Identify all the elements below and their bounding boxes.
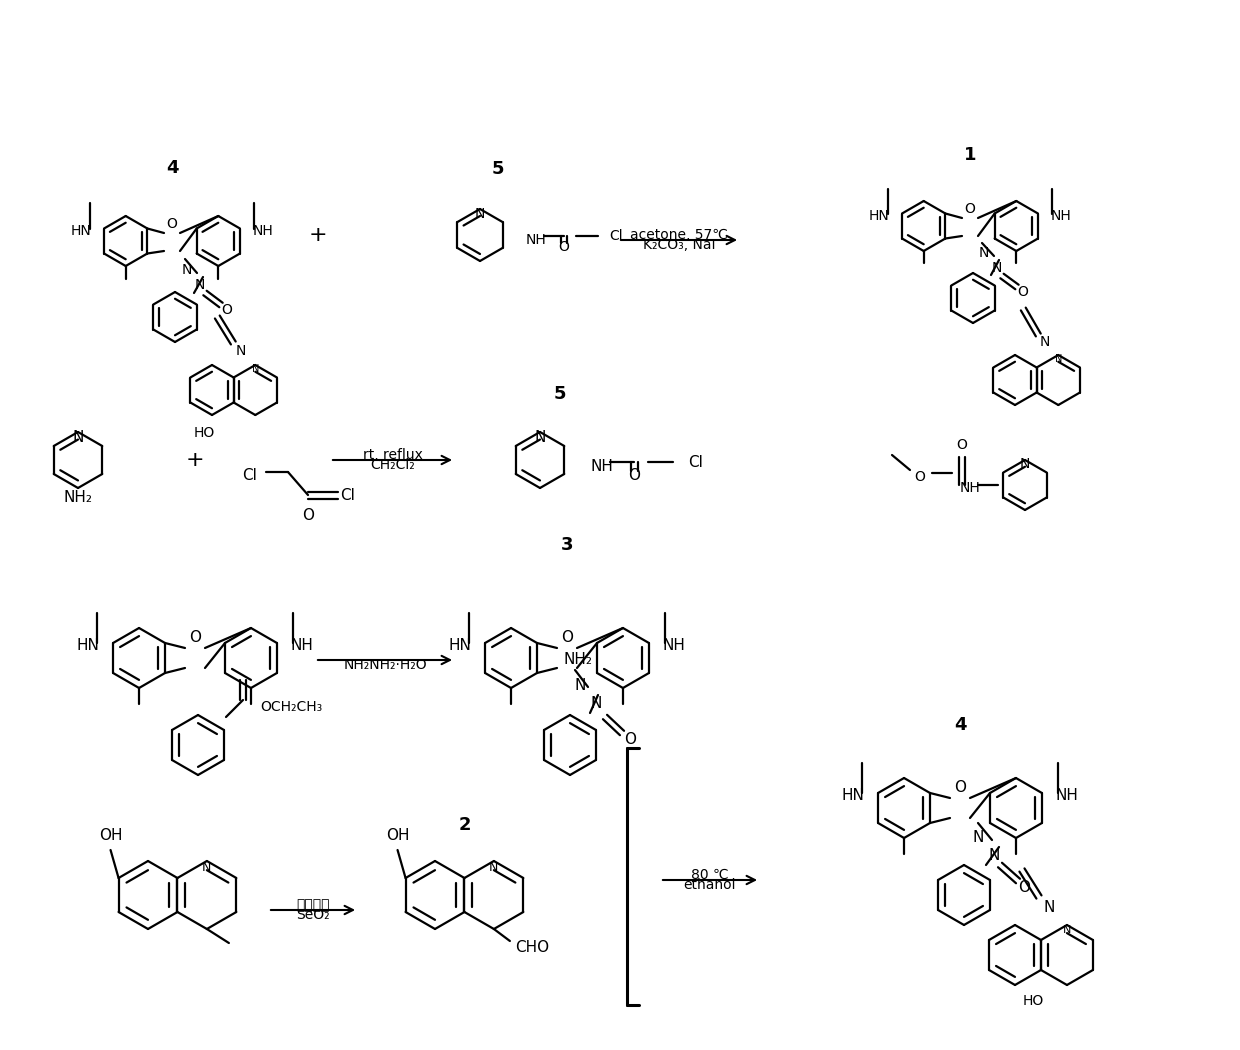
Text: rt, reflux: rt, reflux <box>362 448 423 462</box>
Text: +: + <box>309 225 327 245</box>
Text: 3: 3 <box>560 536 573 554</box>
Text: 5: 5 <box>554 385 567 403</box>
Text: NH₂: NH₂ <box>63 490 93 505</box>
Text: acetone, 57℃: acetone, 57℃ <box>630 228 728 242</box>
Text: 1: 1 <box>963 146 976 164</box>
Text: HN: HN <box>841 789 864 803</box>
Text: N: N <box>1054 355 1061 364</box>
Text: NH₂NH₂·H₂O: NH₂NH₂·H₂O <box>343 658 427 672</box>
Text: OCH₂CH₃: OCH₂CH₃ <box>260 700 322 714</box>
Text: O: O <box>560 630 573 646</box>
Text: 80 ℃: 80 ℃ <box>691 868 729 882</box>
Text: NH: NH <box>960 481 980 495</box>
Text: O: O <box>1018 880 1030 895</box>
Text: N: N <box>1063 925 1071 936</box>
Text: N: N <box>1043 900 1055 915</box>
Text: O: O <box>558 240 569 254</box>
Text: 4: 4 <box>954 716 966 734</box>
Text: Cl: Cl <box>688 455 703 469</box>
Text: O: O <box>627 468 640 483</box>
Text: OH: OH <box>99 828 123 843</box>
Text: O: O <box>188 630 201 646</box>
Text: O: O <box>956 438 967 452</box>
Text: ethanol: ethanol <box>683 878 737 892</box>
Text: Cl: Cl <box>243 467 258 483</box>
Text: N: N <box>534 429 546 444</box>
Text: N: N <box>195 278 205 292</box>
Text: N: N <box>1019 458 1030 471</box>
Text: N: N <box>252 364 259 375</box>
Text: +: + <box>186 450 205 470</box>
Text: N: N <box>1040 335 1050 349</box>
Text: CH₂Cl₂: CH₂Cl₂ <box>370 458 415 472</box>
Text: NH: NH <box>252 224 273 238</box>
Text: N: N <box>992 261 1002 275</box>
Text: HN: HN <box>76 638 99 653</box>
Text: N: N <box>988 847 999 862</box>
Text: O: O <box>915 470 925 484</box>
Text: SeO₂: SeO₂ <box>296 908 330 922</box>
Text: N: N <box>490 861 498 874</box>
Text: N: N <box>972 830 983 844</box>
Text: O: O <box>222 303 232 317</box>
Text: NH₂: NH₂ <box>563 651 593 667</box>
Text: N: N <box>475 207 485 220</box>
Text: NH: NH <box>526 233 547 248</box>
Text: Cl: Cl <box>341 487 356 503</box>
Text: N: N <box>978 246 990 260</box>
Text: N: N <box>574 677 585 693</box>
Text: HO: HO <box>1023 994 1044 1008</box>
Text: N: N <box>236 344 247 358</box>
Text: 4: 4 <box>166 159 179 177</box>
Text: HO: HO <box>193 426 215 440</box>
Text: HN: HN <box>448 638 471 653</box>
Text: NH: NH <box>291 638 314 653</box>
Text: NH: NH <box>663 638 686 653</box>
Text: NH: NH <box>1050 209 1071 223</box>
Text: Cl: Cl <box>609 229 622 244</box>
Text: N: N <box>590 695 601 711</box>
Text: 二氧六环: 二氧六环 <box>296 898 330 912</box>
Text: O: O <box>954 780 966 796</box>
Text: 2: 2 <box>459 816 471 834</box>
Text: N: N <box>72 429 83 444</box>
Text: HN: HN <box>71 224 92 238</box>
Text: OH: OH <box>386 828 409 843</box>
Text: O: O <box>1018 285 1028 299</box>
Text: O: O <box>303 507 314 523</box>
Text: NH: NH <box>590 459 613 474</box>
Text: 5: 5 <box>492 160 505 178</box>
Text: N: N <box>202 861 212 874</box>
Text: O: O <box>624 732 636 747</box>
Text: HN: HN <box>869 209 889 223</box>
Text: CHO: CHO <box>515 940 549 954</box>
Text: NH: NH <box>1056 789 1079 803</box>
Text: N: N <box>182 262 192 277</box>
Text: O: O <box>166 217 177 231</box>
Text: O: O <box>965 202 976 216</box>
Text: K₂CO₃, NaI: K₂CO₃, NaI <box>642 238 715 252</box>
